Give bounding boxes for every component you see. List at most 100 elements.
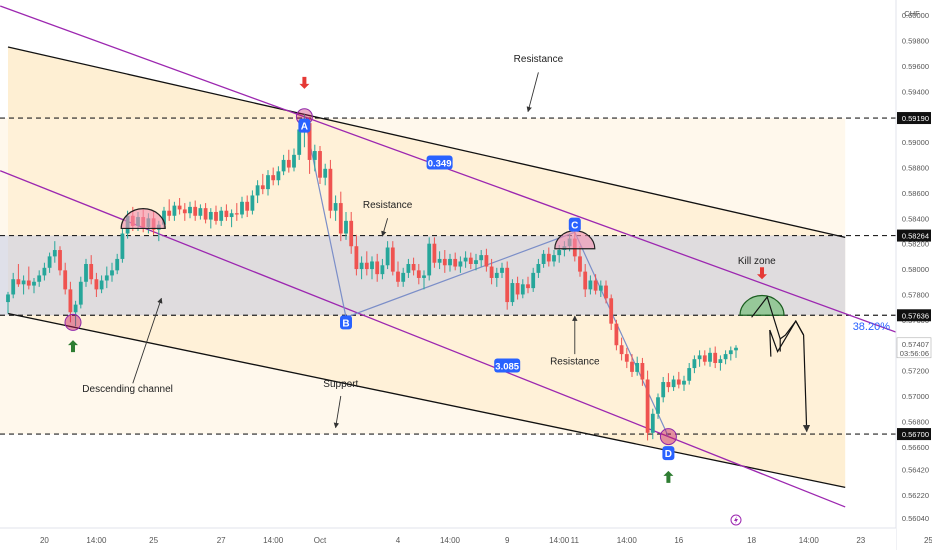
annotation-1: Resistance: [363, 200, 413, 211]
candle-body: [505, 267, 510, 303]
candle-body: [676, 379, 681, 385]
candle-body: [224, 210, 229, 218]
candle-body: [110, 270, 114, 276]
x-tick-label: 23: [856, 536, 865, 545]
x-tick-label: 14:00: [549, 536, 570, 545]
candle-body: [666, 382, 671, 388]
sell-arrow-kill-zone: [757, 267, 767, 280]
candle-body: [84, 264, 88, 282]
x-tick-label: 11: [571, 536, 580, 545]
annotation-0: Resistance: [514, 54, 564, 65]
candle-body: [484, 255, 489, 267]
ratio-label-box-0: [426, 155, 453, 170]
pivot-label-c-box: [568, 217, 581, 232]
candle-body: [219, 210, 224, 221]
candle-body: [474, 260, 478, 264]
x-tick-label: 14:00: [263, 536, 284, 545]
candle-body: [401, 272, 406, 282]
candle-body: [448, 258, 452, 266]
pivot-label-a: A: [301, 122, 308, 133]
candle-body: [344, 220, 348, 234]
annotation-4: Descending channel: [82, 384, 173, 395]
candle-body: [115, 258, 120, 271]
candle-body: [307, 123, 312, 160]
candle-body: [42, 267, 47, 276]
candle-body: [645, 379, 650, 433]
y-tick-label: 0.58200: [902, 240, 929, 249]
price-level-tag-2: 0.57636: [902, 311, 929, 320]
price-level-tag-box-3: [897, 428, 931, 441]
candle-body: [427, 243, 432, 276]
ratio-label-box-1: [494, 358, 521, 373]
candle-body: [68, 289, 73, 313]
y-tick-label: 0.59000: [902, 138, 929, 147]
candle-body: [702, 355, 707, 362]
y-tick-label: 0.56420: [902, 466, 929, 475]
price-axis-background: [896, 0, 932, 550]
candle-body: [671, 379, 676, 388]
candle-body: [26, 280, 31, 286]
candle-body: [333, 203, 338, 211]
candle-body: [312, 151, 317, 160]
candle-body: [640, 363, 645, 380]
x-tick-label: 27: [217, 536, 226, 545]
candle-body: [11, 279, 16, 295]
candle-body: [630, 361, 634, 372]
candle-body: [37, 275, 42, 282]
candle-body: [292, 154, 296, 168]
projection-path-2: [769, 319, 805, 353]
candle-body: [406, 264, 411, 273]
kill-zone-dome: [739, 294, 785, 316]
candle-body: [281, 159, 286, 172]
pivot-label-c: C: [571, 221, 578, 232]
candle-body: [432, 243, 437, 263]
candle-body: [510, 283, 515, 303]
candle-body: [120, 233, 125, 259]
candle-body: [396, 271, 400, 282]
candle-body: [531, 272, 536, 289]
candle-body: [515, 283, 520, 295]
candle-body: [89, 264, 94, 280]
lightning-glyph: [734, 516, 738, 524]
x-tick-label: 4: [396, 536, 401, 545]
candle-body: [99, 280, 104, 290]
x-tick-label: 9: [505, 536, 510, 545]
candle-body: [546, 253, 551, 262]
candle-body: [318, 151, 322, 178]
candle-body: [708, 352, 712, 362]
x-tick-label: 14:00: [799, 536, 820, 545]
ratio-label-0: 0.349: [428, 158, 452, 169]
price-level-tag-box-0: [897, 112, 931, 125]
point-d-circle: [659, 428, 677, 446]
candle-body: [713, 352, 718, 363]
candle-body: [276, 171, 281, 181]
current-price-label: 0.57407: [902, 340, 929, 349]
candle-body: [453, 258, 458, 267]
x-tick-label: 20: [40, 536, 49, 545]
candle-body: [656, 397, 660, 414]
current-price-tag-box: [896, 337, 932, 359]
current-price-countdown: 03:56:06: [900, 349, 929, 358]
x-tick-label: 25: [924, 536, 932, 545]
candle-body: [250, 195, 255, 211]
candle-body: [578, 256, 582, 272]
candle-body: [588, 280, 593, 290]
candle-body: [359, 262, 364, 270]
price-level-tag-1: 0.58264: [902, 232, 929, 241]
candle-body: [364, 262, 369, 270]
time-axis-background: [0, 528, 896, 550]
candle-body: [177, 205, 182, 210]
annotation-3: Resistance: [550, 356, 600, 367]
candle-body: [411, 264, 416, 271]
currency-label: CHF: [904, 9, 920, 18]
candle-body: [723, 354, 728, 360]
candle-body: [286, 159, 291, 168]
candle-body: [297, 129, 302, 155]
upper-trendline: [0, 5, 903, 336]
price-level-tag-0: 0.59190: [902, 114, 929, 123]
candle-body: [94, 279, 99, 290]
candle-body: [182, 209, 187, 214]
candle-body: [541, 253, 546, 264]
candle-body: [375, 261, 380, 275]
